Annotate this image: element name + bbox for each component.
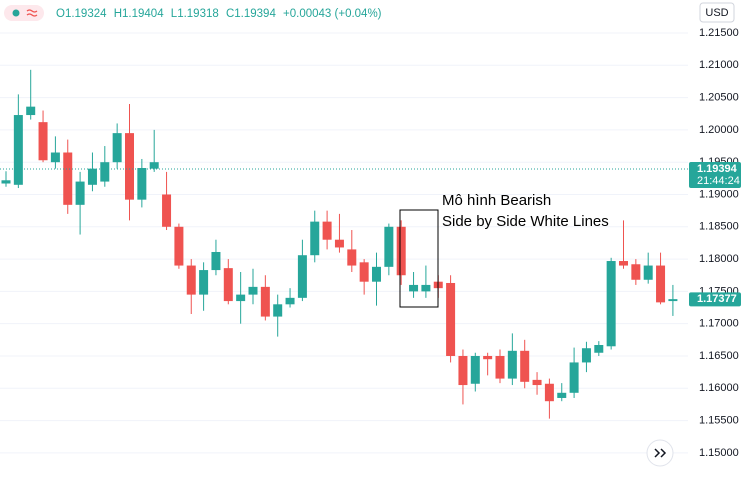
- candle-body: [483, 355, 493, 360]
- candle-body: [1, 180, 11, 184]
- marker-price-tag: [689, 292, 741, 307]
- candle-body: [162, 194, 172, 227]
- candle-body: [100, 162, 110, 182]
- annotation-line: Side by Side White Lines: [442, 213, 609, 230]
- status-dot: [12, 9, 20, 17]
- candle-body: [211, 251, 221, 271]
- candle-body: [322, 221, 332, 240]
- low-text: L1.19318: [171, 8, 219, 20]
- y-tick-label: 1.18000: [699, 253, 739, 265]
- candle-body: [421, 284, 431, 292]
- candle-body: [26, 106, 36, 116]
- candle-body: [334, 239, 344, 248]
- candle-body: [619, 261, 628, 266]
- candle-body: [458, 355, 468, 386]
- candle-body: [149, 162, 159, 169]
- change-text: +0.00043 (+0.04%): [283, 8, 382, 20]
- candle-body: [223, 268, 233, 302]
- candles: [1, 69, 678, 419]
- ohlc-header: O1.19324 H1.19404 L1.19318 C1.19394 +0.0…: [56, 8, 382, 20]
- candle-body: [359, 262, 369, 282]
- y-tick-label: 1.15500: [699, 414, 739, 426]
- countdown-label: 21:44:24: [697, 175, 740, 187]
- candle-body: [581, 348, 591, 363]
- candle-body: [668, 299, 678, 302]
- candle-body: [446, 282, 456, 356]
- candle-body: [569, 362, 579, 393]
- y-tick-label: 1.18500: [699, 221, 739, 233]
- candle-body: [260, 286, 270, 317]
- candle-body: [631, 264, 641, 280]
- close-text: C1.19394: [226, 8, 276, 20]
- last-price-tag: [689, 162, 741, 189]
- candle-body: [532, 379, 542, 386]
- y-tick-label: 1.19000: [699, 188, 739, 200]
- candle-body: [557, 392, 567, 398]
- candle-body: [409, 284, 419, 292]
- y-tick-label: 1.15000: [699, 447, 739, 459]
- status-icon: [26, 9, 38, 17]
- candle-body: [50, 152, 60, 163]
- candle-body: [125, 133, 134, 200]
- candle-body: [372, 266, 381, 282]
- candle-body: [174, 226, 184, 266]
- candle-body: [87, 168, 97, 185]
- candle-body: [297, 255, 307, 298]
- y-tick-label: 1.16000: [699, 382, 739, 394]
- currency-label: USD: [705, 7, 728, 19]
- currency-button[interactable]: [699, 2, 735, 23]
- candle-body: [186, 265, 196, 295]
- marker-price-label: 1.17377: [697, 293, 737, 305]
- last-price-label: 1.19394: [697, 163, 738, 175]
- candle-body: [606, 261, 616, 347]
- high-text: H1.19404: [114, 8, 164, 20]
- candle-body: [384, 226, 394, 267]
- candle-body: [75, 181, 85, 205]
- scroll-icon: [654, 448, 667, 458]
- candle-body: [396, 226, 406, 276]
- candle-body: [236, 294, 246, 302]
- y-tick-label: 1.20500: [699, 92, 739, 104]
- candle-body: [347, 249, 357, 266]
- y-tick-label: 1.20000: [699, 124, 739, 136]
- symbol-pill[interactable]: [4, 5, 44, 21]
- candle-body: [507, 350, 517, 379]
- annotation-line: Mô hình Bearish: [442, 192, 551, 209]
- candle-body: [495, 355, 505, 379]
- candle-body: [248, 286, 258, 295]
- open-text: O1.19324: [56, 8, 107, 20]
- candle-body: [310, 221, 320, 256]
- candle-body: [656, 265, 666, 303]
- y-tick-label: 1.21000: [699, 59, 739, 71]
- candle-body: [63, 152, 73, 205]
- candle-body: [112, 133, 122, 163]
- candle-body: [520, 350, 530, 382]
- candle-body: [273, 304, 283, 317]
- candle-body: [13, 115, 23, 185]
- grid-layer: 1.215001.210001.205001.200001.195001.190…: [0, 27, 739, 459]
- candle-body: [38, 122, 48, 161]
- candle-body: [470, 355, 480, 384]
- candle-body: [544, 383, 554, 402]
- y-tick-label: 1.17000: [699, 318, 739, 330]
- y-tick-label: 1.16500: [699, 350, 739, 362]
- y-tick-label: 1.21500: [699, 27, 739, 39]
- candle-body: [285, 297, 295, 305]
- pattern-box: [399, 209, 439, 308]
- candle-body: [199, 270, 209, 295]
- candle-body: [643, 265, 653, 280]
- candle-body: [594, 344, 604, 353]
- candle-body: [137, 168, 147, 200]
